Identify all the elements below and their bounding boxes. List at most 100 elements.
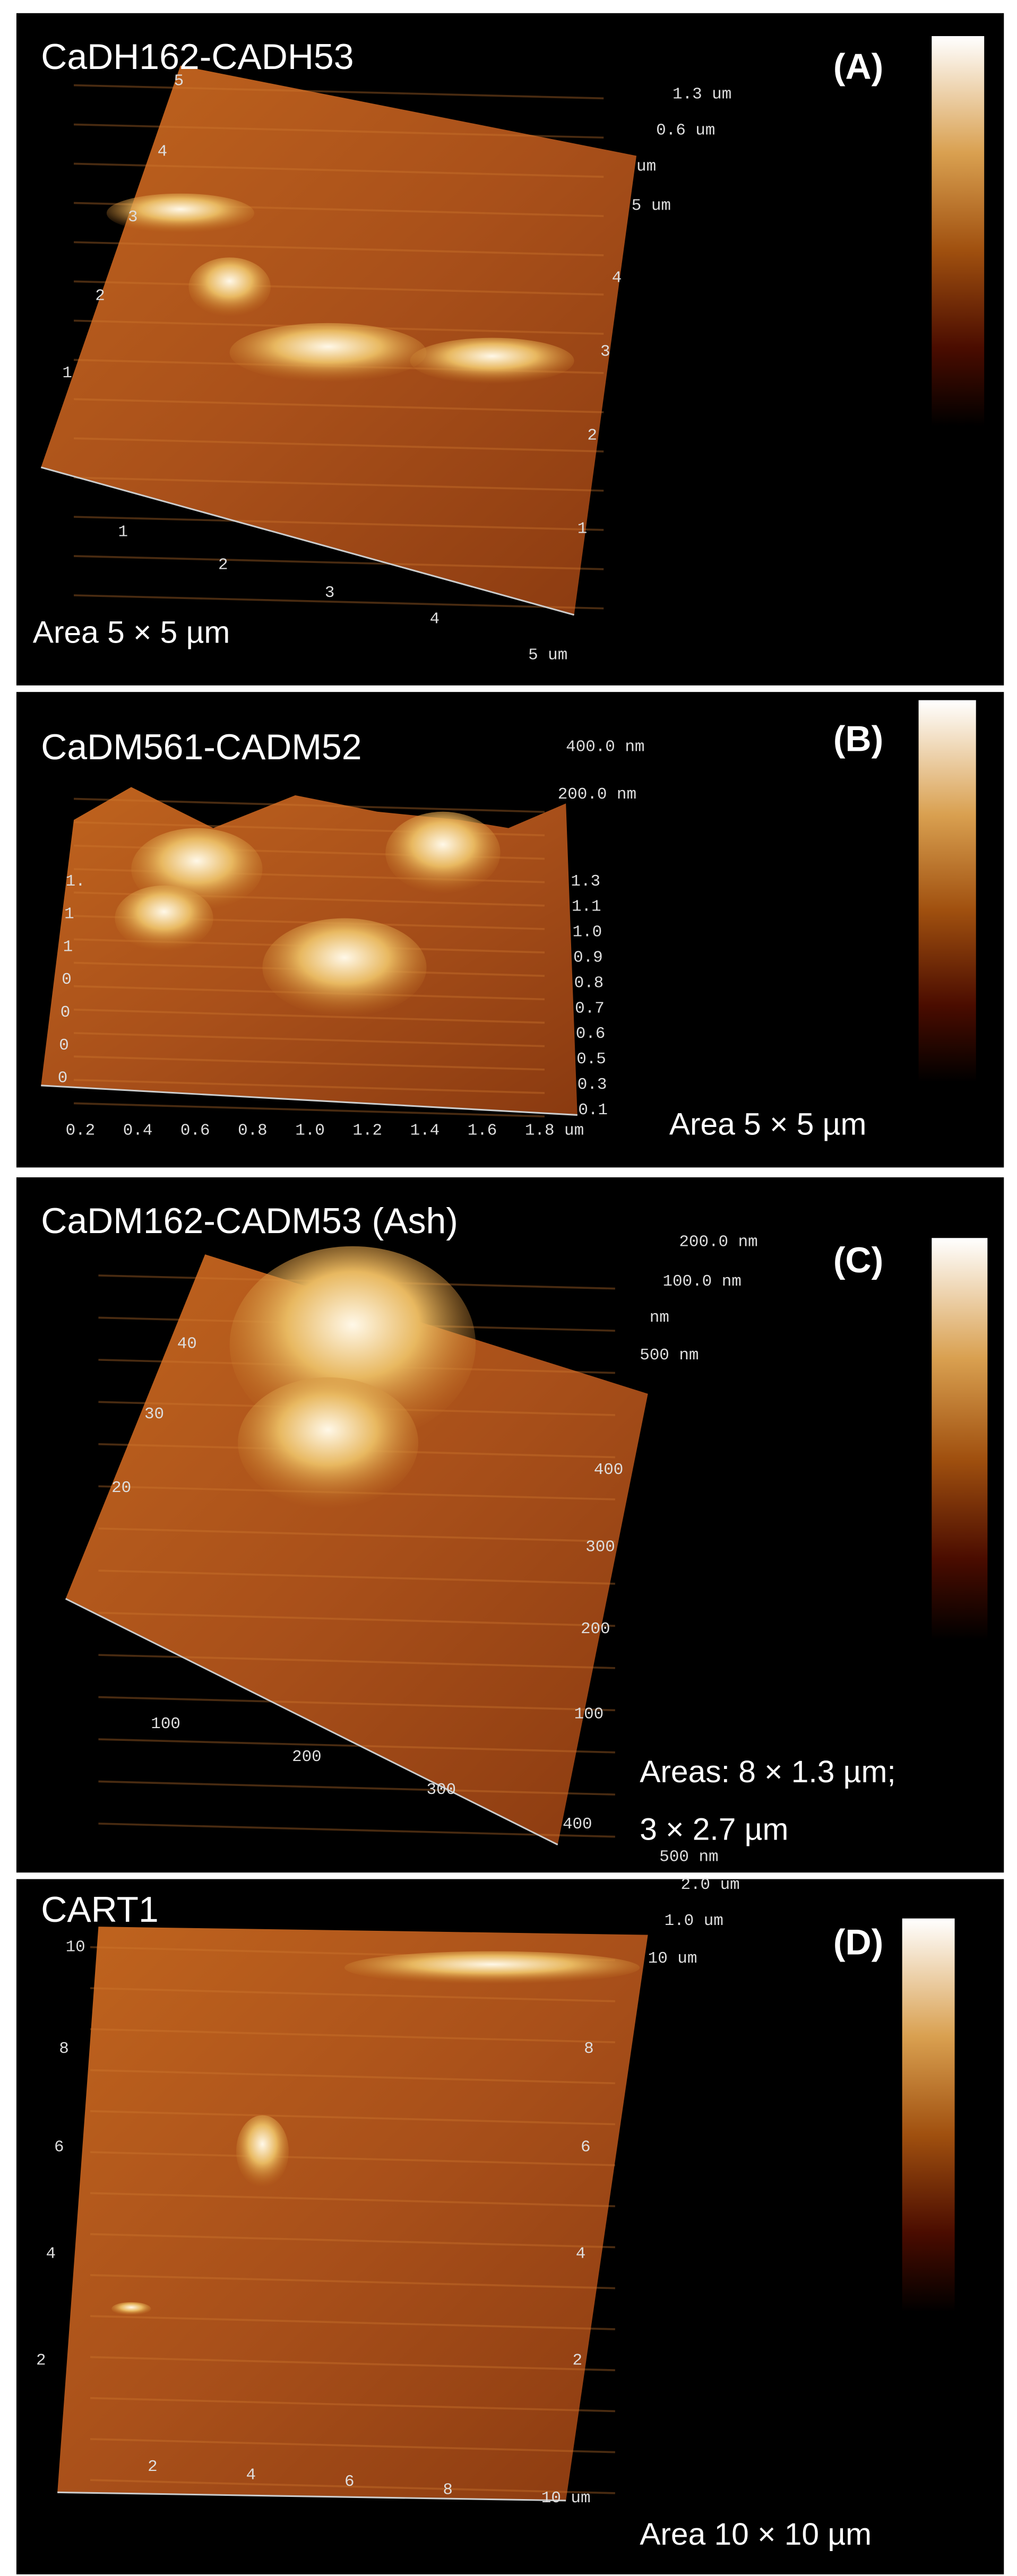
y-tick-label: 100 [574,1705,604,1724]
x-tick-label: 1 [118,523,128,542]
x-tick-label: 2 [148,2458,158,2476]
area-label: Area 10 × 10 µm [640,2517,872,2552]
y-tick-label: 1.3 [571,872,600,891]
y-tick-label: 0.6 [576,1025,606,1043]
x-tick-label: 1 [62,364,72,383]
x-tick-label: 30 [144,1405,164,1424]
surface-feature [111,2302,151,2315]
x-tick-label: 3 [128,208,138,227]
surface-feature [188,257,271,317]
surface-streak [98,1527,615,1543]
surface-streak [90,2356,615,2371]
surface-feature [229,323,427,383]
surface-streak [90,2110,615,2126]
y-tick-label: 1.0 [573,923,602,942]
x-tick-label: 6 [54,2138,64,2157]
x-tick-label: 0.4 [123,1122,153,1140]
x-tick-label: 500 nm [659,1848,718,1867]
x-tick-label: 2 [36,2351,46,2370]
x-tick-label: 1 [64,905,74,924]
x-tick-label: 8 [443,2480,453,2499]
x-tick-label: 1.2 [352,1122,382,1140]
x-tick-label: 4 [158,143,168,161]
x-tick-label: 0 [62,970,72,989]
x-tick-label: 1 [63,938,73,956]
x-tick-label: 300 [426,1781,456,1799]
x-tick-label: 1.0 [295,1122,325,1140]
x-tick-label: 3 [325,584,335,602]
z-scale-label: 10 um [648,1949,697,1968]
panel: CaDM561-CADM52 (B) Area 5 × 5 µm 400.0 nm 20… [16,692,1004,1168]
x-tick-label: 1.6 [468,1122,497,1140]
surface-streak [74,516,604,531]
surface-streak [98,1611,615,1627]
z-scale-label: 1.0 um [665,1912,723,1930]
panel-title: CART1 [41,1889,159,1930]
axis-line [41,1085,578,1116]
surface-feature [385,811,501,894]
z-scale-label: 2.0 um [680,1876,739,1894]
colorbar [932,1238,988,1640]
y-tick-label: 4 [612,269,622,288]
y-tick-label: 1 [578,519,588,538]
surface-streak [90,2397,615,2413]
surface-streak [90,2151,615,2166]
panel-letter: (C) [833,1240,883,1280]
surface-streak [74,123,604,139]
surface-streak [74,437,604,453]
x-tick-label: 0 [61,1003,71,1022]
y-tick-label: 0.7 [575,999,605,1018]
z-scale-label: 1.3 um [673,85,731,103]
axis-line [57,2491,566,2502]
x-tick-label: 200 [292,1748,322,1766]
x-tick-label: 0.6 [180,1122,210,1140]
surface-streak [74,797,545,813]
y-tick-label: 2 [587,426,597,445]
x-tick-label: 10 um [541,2489,591,2508]
x-tick-label: 0.8 [238,1122,268,1140]
z-scale-label: 500 nm [640,1346,699,1365]
panel-letter: (D) [833,1922,883,1963]
surface-streak [90,2479,615,2494]
z-scale-label: nm [650,1308,669,1327]
x-tick-label: 4 [430,610,440,628]
surface-streak [90,2069,615,2085]
y-tick-label: 0.1 [578,1101,608,1120]
axis-line [65,1598,558,1846]
y-tick-label: 1.1 [572,898,601,916]
y-tick-label: 5 um [632,197,671,215]
surface-streak [98,1738,615,1754]
colorbar [932,36,985,427]
y-tick-label: 4 [576,2244,586,2263]
surface-feature [236,2115,289,2188]
colorbar [902,1918,955,2312]
surface-streak [74,84,604,100]
surface [57,1927,648,2501]
surface-streak [74,1055,545,1071]
y-tick-label: 2 [573,2351,583,2370]
surface-streak [74,162,604,178]
y-tick-label: 200 [581,1620,610,1638]
surface-streak [74,241,604,257]
surface-feature [344,1951,640,1984]
colorbar [918,700,976,1082]
y-tick-label: 0.8 [574,974,604,992]
area-label: Area 5 × 5 µm [669,1107,867,1142]
surface-feature [262,918,427,1017]
x-tick-label: 5 um [528,646,567,664]
surface-streak [74,1008,545,1024]
y-tick-label: 0.9 [573,949,603,967]
panel-title: CaDM561-CADM52 [41,727,361,767]
surface-streak [74,555,604,570]
area-label: Areas: 8 × 1.3 µm; [640,1755,895,1789]
panel: CART1 (D) Area 10 × 10 µm 2.0 um 1.0 um 10 um… [16,1876,1004,2574]
x-tick-label: 40 [177,1334,197,1353]
z-scale-label: 400.0 nm [566,738,644,756]
surface-streak [74,594,604,610]
y-tick-label: 0.3 [578,1075,607,1094]
surface-streak [90,2192,615,2207]
surface-streak [90,1987,615,2002]
z-scale-label: 200.0 nm [679,1233,757,1252]
